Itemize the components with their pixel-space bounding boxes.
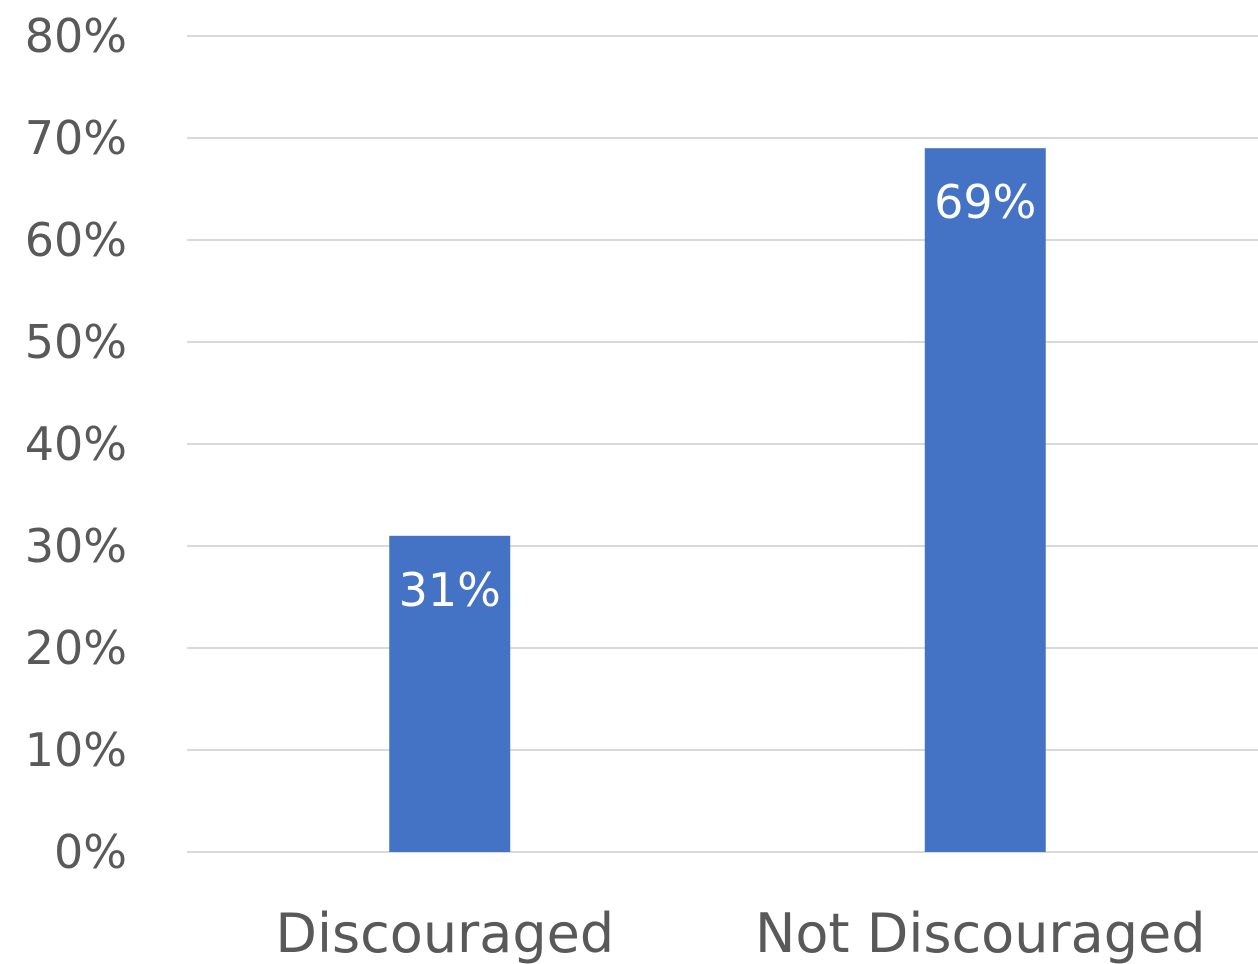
y-tick-label: 60% xyxy=(25,213,127,267)
y-axis-tick-labels: 0% 10% 20% 30% 40% 50% 60% 70% 80% xyxy=(25,9,127,879)
bar-discouraged xyxy=(389,535,511,852)
x-category-label: Discouraged xyxy=(275,902,614,964)
y-tick-label: 40% xyxy=(25,417,127,471)
data-label: 31% xyxy=(399,563,501,617)
y-tick-label: 10% xyxy=(25,723,127,777)
bar-not-discouraged xyxy=(924,148,1046,852)
bars xyxy=(389,148,1046,852)
y-tick-label: 30% xyxy=(25,519,127,573)
y-tick-label: 80% xyxy=(25,9,127,63)
data-labels: 31% 69% xyxy=(399,175,1037,617)
x-category-label: Not Discouraged xyxy=(755,902,1206,964)
y-tick-label: 50% xyxy=(25,315,127,369)
y-tick-label: 70% xyxy=(25,111,127,165)
data-label: 69% xyxy=(934,175,1036,229)
y-tick-label: 0% xyxy=(54,825,127,879)
y-tick-label: 20% xyxy=(25,621,127,675)
x-axis-category-labels: Discouraged Not Discouraged xyxy=(275,902,1205,964)
gridlines xyxy=(187,35,1258,853)
